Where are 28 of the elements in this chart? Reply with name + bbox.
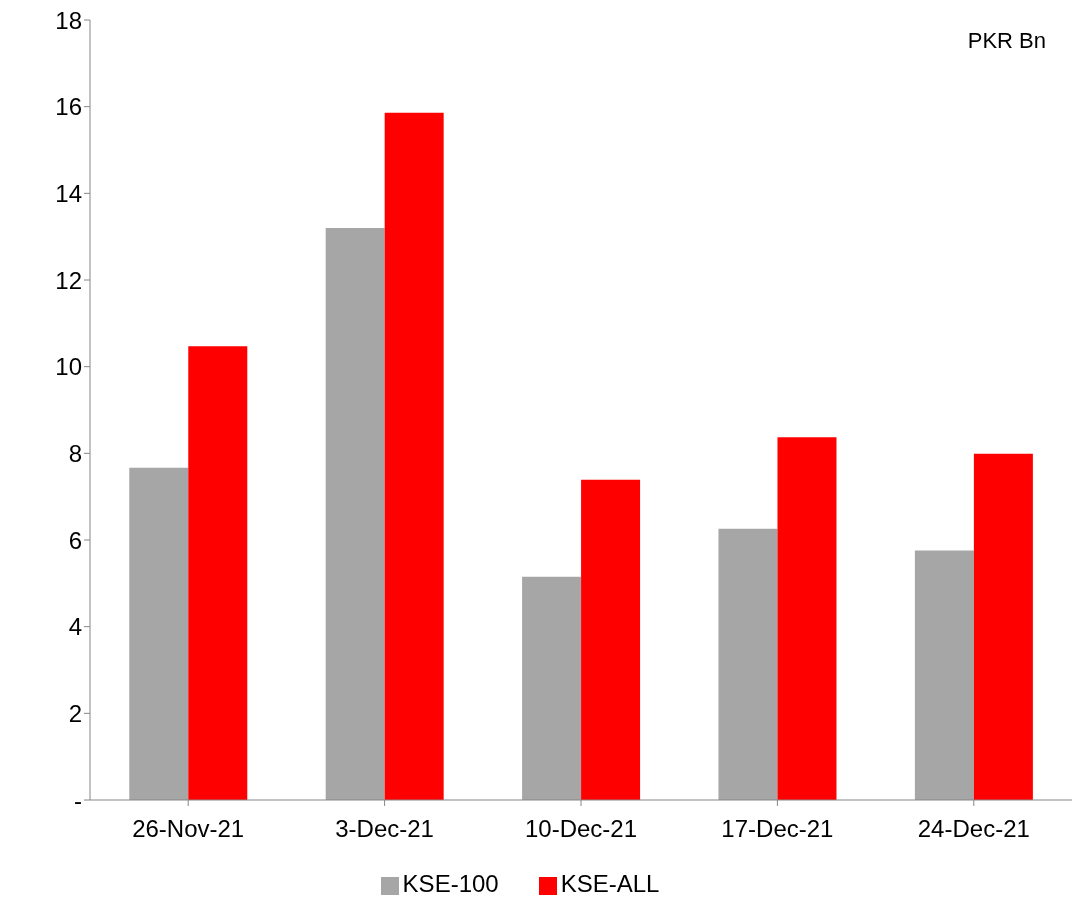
bar bbox=[384, 112, 444, 800]
bar bbox=[718, 528, 778, 800]
bar bbox=[129, 467, 189, 800]
x-tick-label: 17-Dec-21 bbox=[721, 815, 834, 843]
y-tick-label: 18 bbox=[55, 6, 82, 34]
bar bbox=[581, 479, 641, 800]
legend-label: KSE-100 bbox=[402, 870, 499, 897]
annotation: PKR Bn bbox=[967, 28, 1046, 54]
bar bbox=[914, 550, 974, 800]
y-tick-label: - bbox=[74, 786, 82, 814]
y-tick-label: 16 bbox=[55, 93, 82, 121]
y-tick-label: 6 bbox=[68, 526, 82, 554]
y-tick-label: 12 bbox=[55, 266, 82, 294]
legend-label: KSE-ALL bbox=[560, 870, 660, 897]
bar bbox=[522, 576, 582, 800]
x-tick-label: 26-Nov-21 bbox=[132, 815, 245, 843]
bar bbox=[973, 453, 1033, 800]
bar bbox=[188, 346, 248, 800]
x-tick-label: 10-Dec-21 bbox=[524, 815, 638, 843]
y-tick-label: 4 bbox=[68, 613, 82, 641]
bar bbox=[777, 437, 837, 800]
y-tick-label: 10 bbox=[55, 353, 82, 381]
x-tick-label: 3-Dec-21 bbox=[335, 815, 434, 843]
bar bbox=[325, 228, 385, 800]
x-tick-label: 24-Dec-21 bbox=[917, 815, 1030, 843]
y-tick-label: 14 bbox=[55, 179, 82, 207]
y-tick-label: 2 bbox=[68, 699, 82, 727]
y-tick-label: 8 bbox=[68, 439, 82, 467]
